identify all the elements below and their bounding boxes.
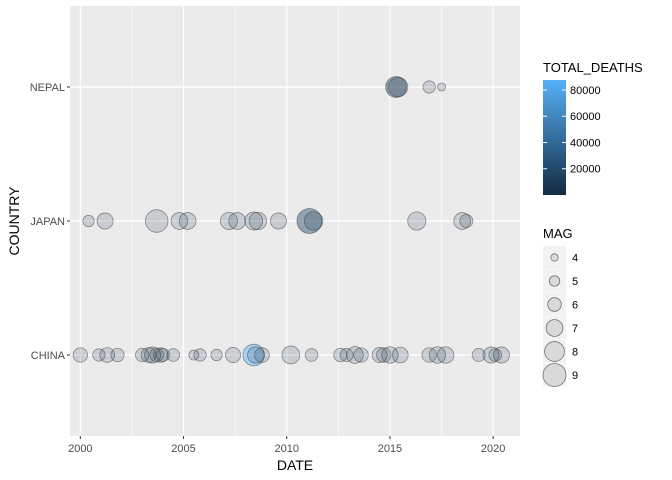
mag-key-label: 6 xyxy=(572,300,578,312)
data-point-japan xyxy=(244,211,264,231)
data-point-china xyxy=(210,348,223,362)
mag-key-circle xyxy=(542,363,567,387)
x-tick-label: 2005 xyxy=(171,443,195,455)
data-point-china xyxy=(110,347,125,363)
mag-legend-title: MAG xyxy=(543,226,573,241)
data-point-china xyxy=(488,348,503,362)
x-tick-label: 2000 xyxy=(68,443,92,455)
data-point-china xyxy=(254,347,270,363)
data-point-japan xyxy=(96,212,114,230)
colorbar-label: 40000 xyxy=(570,137,601,149)
x-tick-label: 2015 xyxy=(378,443,402,455)
data-point-nepal xyxy=(422,80,436,94)
colorbar-label: 80000 xyxy=(570,85,601,97)
mag-key-label: 8 xyxy=(572,347,578,359)
y-axis-title: COUNTRY xyxy=(6,186,22,256)
mag-key-circle xyxy=(545,319,564,337)
mag-key-label: 4 xyxy=(572,253,578,265)
mag-key-label: 7 xyxy=(572,323,578,335)
x-tick-label: 2020 xyxy=(481,443,505,455)
mag-legend: MAG 4 5 6 7 8 9 xyxy=(542,226,578,387)
data-point-china xyxy=(99,347,115,363)
total-deaths-legend: TOTAL_DEATHS 20000 40000 60000 80000 xyxy=(543,60,643,195)
data-point-japan xyxy=(407,211,427,231)
x-tick-label: 2010 xyxy=(275,443,299,455)
data-point-china xyxy=(376,347,392,363)
data-point-china xyxy=(225,347,242,363)
data-point-japan xyxy=(248,211,268,231)
mag-key-circle xyxy=(548,275,561,287)
y-tick-label: NEPAL xyxy=(30,82,65,94)
data-point-japan xyxy=(228,212,247,230)
data-point-nepal xyxy=(388,76,409,98)
data-point-china xyxy=(304,348,319,362)
colorbar-label: 20000 xyxy=(570,164,601,176)
data-point-china xyxy=(144,346,162,364)
grid-lines xyxy=(70,6,520,436)
y-tick-label: CHINA xyxy=(31,350,66,362)
mag-key-circle xyxy=(544,341,565,362)
data-points xyxy=(72,76,510,367)
data-point-china xyxy=(346,346,364,364)
y-tick-label: JAPAN xyxy=(30,216,65,228)
data-point-china xyxy=(92,348,106,362)
data-point-japan xyxy=(303,211,324,231)
data-point-china xyxy=(381,346,399,364)
x-axis-title: DATE xyxy=(277,457,313,473)
data-point-japan xyxy=(178,212,197,230)
data-point-japan xyxy=(453,212,472,230)
data-point-china xyxy=(371,347,388,363)
data-point-japan xyxy=(459,214,474,228)
colorbar-label: 60000 xyxy=(570,111,601,123)
data-point-japan xyxy=(296,208,323,234)
data-point-china xyxy=(437,346,455,364)
data-point-nepal xyxy=(437,82,446,92)
mag-key-circle xyxy=(550,253,559,262)
data-point-nepal xyxy=(385,76,408,98)
data-point-china xyxy=(492,346,510,364)
y-axis: CHINA JAPAN NEPAL xyxy=(30,82,70,362)
data-point-china xyxy=(281,345,301,365)
total-deaths-colorbar xyxy=(543,80,566,195)
mag-key-circle xyxy=(547,297,562,312)
data-point-china xyxy=(353,347,369,363)
data-point-china xyxy=(193,348,207,362)
data-point-china xyxy=(242,343,265,367)
mag-key-label: 9 xyxy=(572,370,578,382)
data-point-china xyxy=(391,346,409,364)
data-point-china xyxy=(166,348,180,362)
total-deaths-legend-title: TOTAL_DEATHS xyxy=(543,60,643,75)
data-point-japan xyxy=(270,212,287,230)
data-point-china xyxy=(247,346,265,364)
data-point-japan xyxy=(144,209,169,233)
data-point-china xyxy=(155,348,170,362)
data-point-china xyxy=(482,346,500,364)
data-point-japan xyxy=(82,214,95,228)
data-point-china xyxy=(72,347,88,363)
mag-key-label: 5 xyxy=(572,276,578,288)
data-point-china xyxy=(471,348,486,362)
x-axis: 2000 2005 2010 2015 2020 xyxy=(68,436,505,455)
